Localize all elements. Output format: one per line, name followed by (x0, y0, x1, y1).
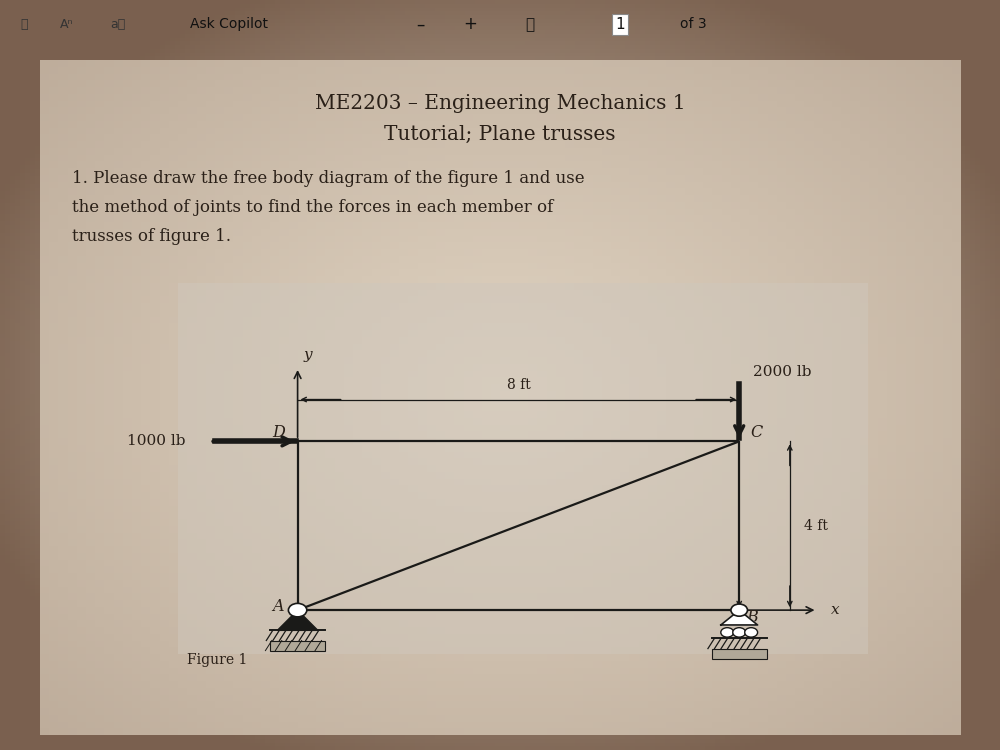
Text: Aⁿ: Aⁿ (60, 18, 74, 31)
Text: あ: あ (20, 18, 28, 31)
Text: A: A (272, 598, 283, 616)
Circle shape (288, 603, 307, 616)
Text: aあ: aあ (110, 18, 125, 31)
Bar (270, 640, 325, 650)
Text: 1: 1 (615, 17, 625, 32)
Text: B: B (747, 609, 758, 626)
Text: 4 ft: 4 ft (804, 519, 827, 532)
Circle shape (733, 628, 746, 638)
Text: of 3: of 3 (680, 17, 707, 32)
Text: Tutorial; Plane trusses: Tutorial; Plane trusses (384, 124, 616, 144)
Text: C: C (750, 424, 762, 441)
Text: trusses of figure 1.: trusses of figure 1. (72, 228, 231, 244)
Text: Figure 1: Figure 1 (187, 653, 248, 668)
Polygon shape (277, 610, 318, 630)
Text: +: + (463, 16, 477, 33)
Polygon shape (721, 610, 758, 625)
Text: y: y (304, 348, 313, 362)
Text: 1000 lb: 1000 lb (127, 434, 186, 448)
Text: Ask Copilot: Ask Copilot (190, 17, 268, 32)
Circle shape (731, 604, 747, 616)
Text: 8 ft: 8 ft (507, 379, 530, 392)
Text: 1. Please draw the free body diagram of the figure 1 and use: 1. Please draw the free body diagram of … (72, 170, 585, 187)
Text: the method of joints to find the forces in each member of: the method of joints to find the forces … (72, 199, 553, 216)
Text: ME2203 – Engineering Mechanics 1: ME2203 – Engineering Mechanics 1 (315, 94, 685, 113)
Bar (712, 649, 767, 658)
Text: x: x (831, 603, 840, 617)
Text: D: D (272, 424, 285, 441)
Text: 2000 lb: 2000 lb (753, 364, 812, 379)
Bar (178, 283, 868, 654)
Circle shape (745, 628, 758, 638)
Circle shape (721, 628, 734, 638)
Text: ⧉: ⧉ (525, 17, 535, 32)
Text: –: – (416, 16, 424, 33)
